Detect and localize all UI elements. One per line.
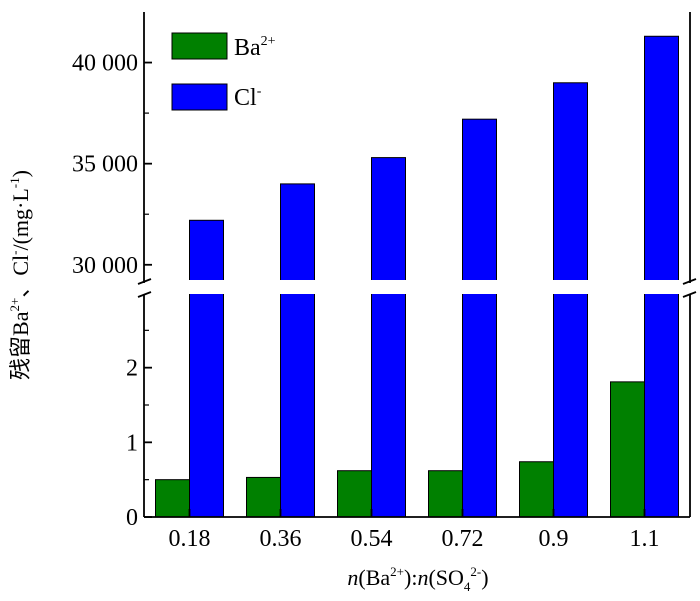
x-tick-label: 0.72 — [442, 526, 484, 552]
axis-break-left-top — [137, 278, 152, 285]
x-tick-label: 1.1 — [630, 526, 660, 552]
bar-cl-1.1 — [644, 35, 679, 518]
x-axis-title: n(Ba2+):n(SO42-) — [347, 564, 488, 594]
bar-ba-0.18 — [155, 479, 190, 518]
x-tick-label: 0.9 — [539, 526, 569, 552]
legend: Ba2+ Cl- — [171, 32, 276, 111]
bar-break-0.18 — [188, 280, 225, 294]
bar-cl-0.54 — [371, 157, 406, 518]
legend-label-ba: Ba2+ — [234, 34, 276, 61]
bar-cl-0.36 — [280, 183, 315, 518]
axis-break-right-top — [682, 278, 697, 285]
axis-break-right-bottom — [682, 291, 697, 298]
bar-break-1.1 — [643, 280, 680, 294]
bar-ba-0.9 — [519, 461, 554, 518]
bar-break-0.36 — [279, 280, 316, 294]
bar-break-0.54 — [370, 280, 407, 294]
legend-swatch-ba — [171, 32, 228, 60]
axis-break-left-bottom — [137, 291, 152, 298]
bar-cl-0.72 — [462, 118, 497, 518]
y-tick-label-lower: 0 — [126, 505, 138, 531]
y-tick-label-upper: 30 000 — [72, 253, 138, 279]
bars-group — [155, 35, 680, 518]
axis-break-marks — [137, 278, 697, 298]
bar-ba-0.36 — [246, 476, 281, 518]
bar-ba-0.54 — [337, 470, 372, 518]
legend-label-cl: Cl- — [234, 84, 262, 111]
y-tick-label-lower: 2 — [126, 356, 138, 382]
x-tick-label: 0.54 — [351, 526, 393, 552]
y-ticks-group: 0 1 2 30 000 35 000 40 000 — [72, 51, 152, 531]
x-ticks-group: 0.18 0.36 0.54 0.72 0.9 1.1 — [169, 509, 660, 552]
y-tick-label-lower: 1 — [126, 430, 138, 456]
legend-swatch-cl — [171, 83, 228, 111]
x-tick-label: 0.18 — [169, 526, 211, 552]
bar-break-0.72 — [461, 280, 498, 294]
bar-ba-0.72 — [428, 470, 463, 518]
bar-cl-0.18 — [189, 219, 224, 518]
bar-ba-1.1 — [610, 381, 645, 518]
x-tick-label: 0.36 — [260, 526, 302, 552]
bar-break-0.9 — [552, 280, 589, 294]
y-tick-label-upper: 35 000 — [72, 152, 138, 178]
y-axis-title: 残留Ba2+、Cl-/(mg·L-1) — [7, 170, 33, 380]
y-tick-label-upper: 40 000 — [72, 51, 138, 77]
bar-cl-0.9 — [553, 82, 588, 518]
